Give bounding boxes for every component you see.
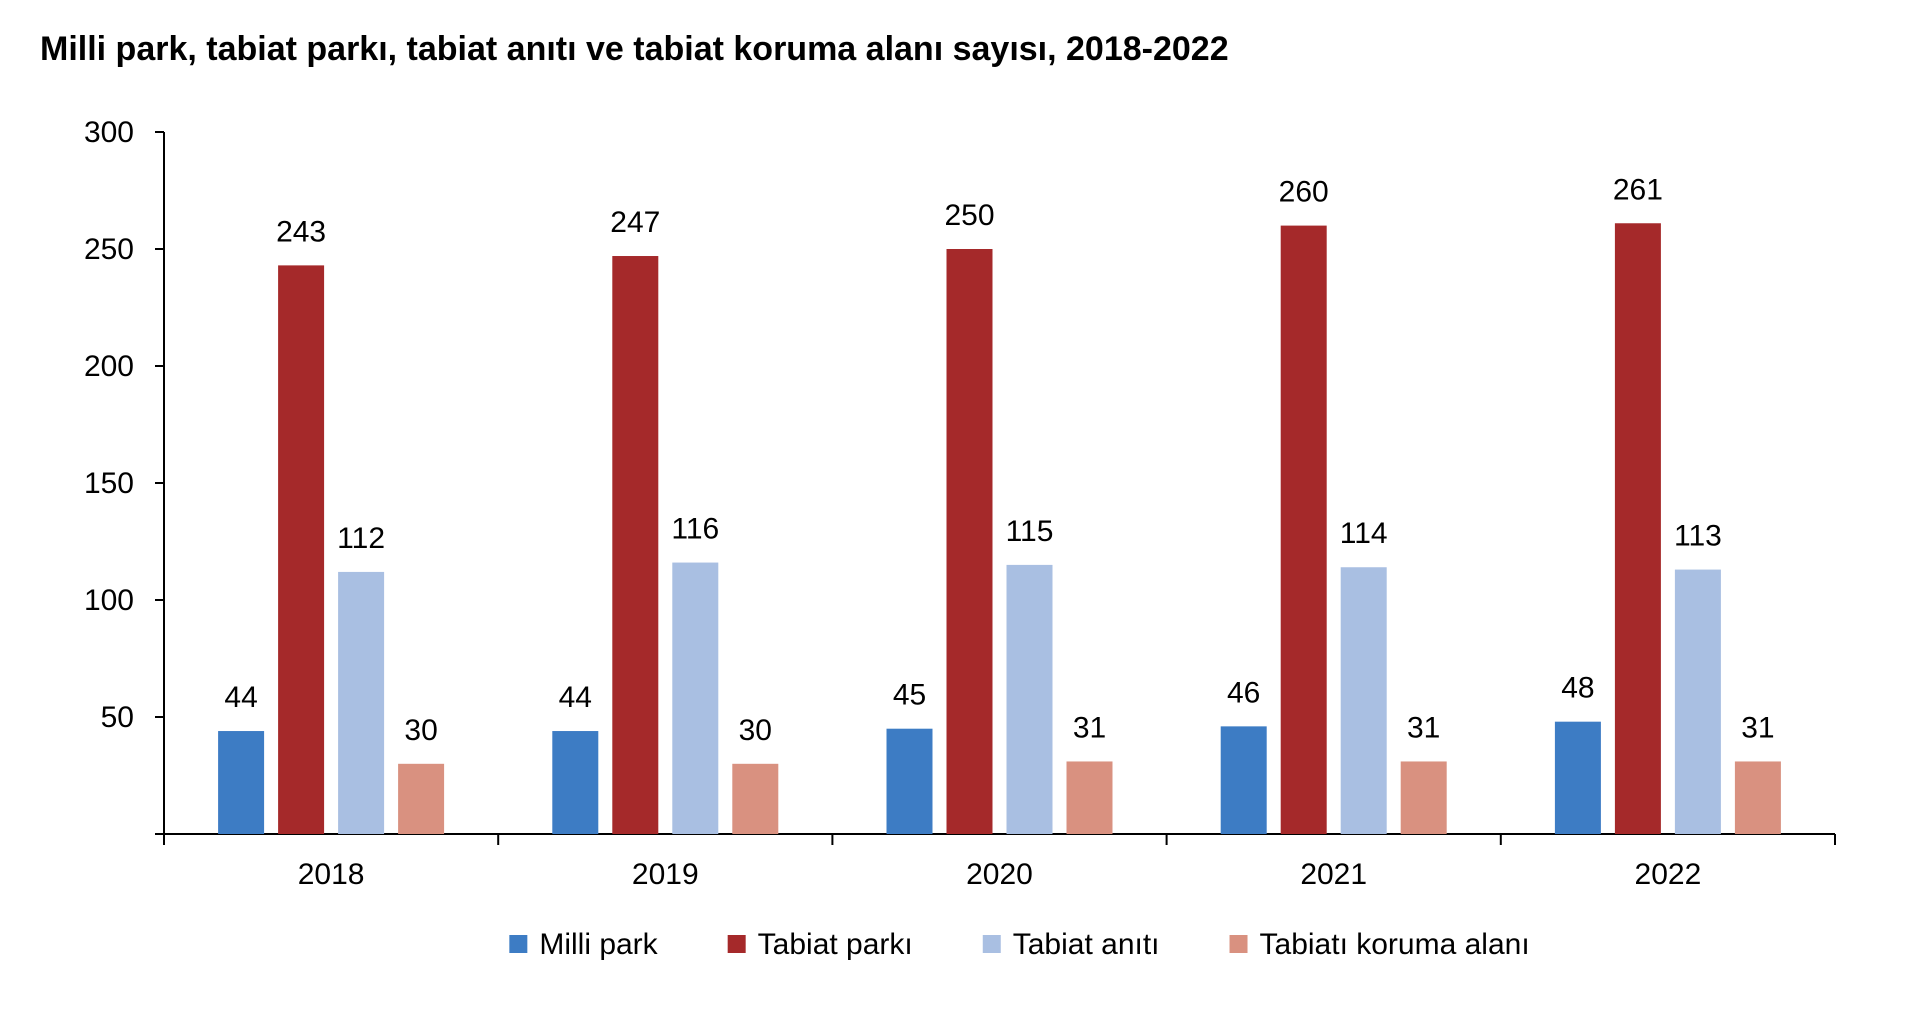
x-tick-label: 2022 (1635, 858, 1702, 891)
legend-swatch (509, 935, 528, 953)
data-label: 44 (224, 681, 257, 714)
legend-label: Tabiat anıtı (1013, 928, 1160, 961)
data-label: 46 (1227, 676, 1260, 709)
bar (732, 763, 779, 834)
data-label: 112 (337, 522, 385, 555)
legend-swatch (727, 935, 746, 953)
x-tick-label: 2021 (1300, 858, 1367, 891)
bar (886, 728, 933, 834)
y-tick-label: 150 (84, 467, 134, 500)
data-label: 247 (610, 206, 660, 239)
data-label: 115 (1006, 515, 1054, 548)
legend-label: Tabiat parkı (758, 928, 913, 961)
bar (278, 265, 325, 834)
data-label: 243 (276, 215, 326, 248)
bar (1006, 564, 1053, 834)
data-label: 113 (1674, 520, 1722, 553)
y-tick-label: 100 (84, 584, 134, 617)
bar (338, 571, 385, 834)
bar (946, 249, 993, 834)
legend-swatch (1229, 935, 1248, 953)
data-label: 31 (1407, 711, 1440, 744)
data-label: 45 (893, 679, 926, 712)
data-label: 250 (944, 199, 994, 232)
data-label: 44 (559, 681, 592, 714)
data-label: 260 (1279, 176, 1329, 209)
bar (1734, 761, 1781, 834)
x-tick-label: 2019 (632, 858, 699, 891)
data-label: 48 (1561, 672, 1594, 705)
bar (1674, 569, 1721, 834)
data-label: 261 (1613, 173, 1663, 206)
y-tick-label: 200 (84, 350, 134, 383)
legend-label: Tabiatı koruma alanı (1260, 928, 1530, 961)
y-tick-label: 300 (84, 116, 134, 149)
legend-swatch (982, 935, 1001, 953)
data-label: 114 (1340, 517, 1388, 550)
y-tick-label: 50 (101, 701, 134, 734)
bar (1066, 761, 1113, 834)
data-label: 30 (739, 714, 772, 747)
legend-label: Milli park (539, 928, 658, 961)
bar (612, 256, 659, 834)
bar (1220, 726, 1267, 834)
bar (1280, 225, 1327, 835)
chart-title: Milli park, tabiat parkı, tabiat anıtı v… (40, 30, 1229, 68)
y-tick-label: 250 (84, 233, 134, 266)
data-label: 30 (404, 714, 437, 747)
data-label: 31 (1073, 711, 1106, 744)
x-tick-label: 2018 (298, 858, 365, 891)
data-label: 31 (1741, 711, 1774, 744)
bar (552, 731, 599, 834)
bar (1554, 721, 1601, 834)
x-tick-label: 2020 (966, 858, 1033, 891)
bar (1614, 223, 1661, 834)
bar (672, 562, 719, 834)
data-label: 116 (671, 513, 719, 546)
bar (1400, 761, 1447, 834)
bar (1340, 567, 1387, 834)
bar (398, 763, 445, 834)
bar (218, 731, 265, 834)
